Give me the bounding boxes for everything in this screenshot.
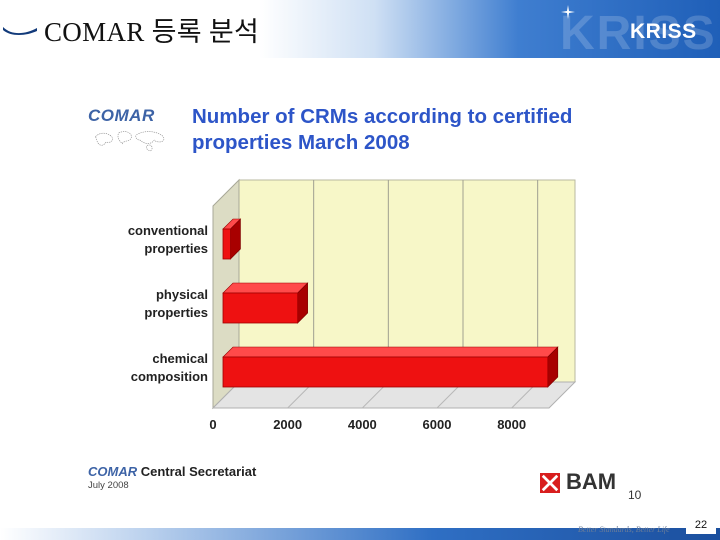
page-number: 22 xyxy=(686,516,716,534)
bar-top xyxy=(222,282,309,294)
comar-logo-text: COMAR xyxy=(88,106,155,125)
bar xyxy=(222,356,549,388)
bottom-bar xyxy=(0,528,720,540)
bar xyxy=(222,292,299,324)
category-label: chemical xyxy=(152,351,208,366)
footer-secretariat: COMAR Central Secretariat xyxy=(88,464,256,479)
tagline: Better Standards, Better Life xyxy=(578,525,670,534)
category-label: composition xyxy=(131,369,208,384)
x-tick-label: 4000 xyxy=(348,417,377,432)
footer-date: July 2008 xyxy=(88,480,129,491)
kriss-watermark: KRISS xyxy=(560,7,717,60)
bam-logo-icon xyxy=(540,473,560,493)
kriss-logo: KRISS xyxy=(630,20,697,43)
x-tick-label: 6000 xyxy=(423,417,452,432)
bar xyxy=(222,228,231,260)
x-tick-label: 8000 xyxy=(497,417,526,432)
category-label: physical xyxy=(156,287,208,302)
x-tick-label: 0 xyxy=(209,417,216,432)
category-label: properties xyxy=(144,241,208,256)
category-label: conventional xyxy=(128,223,208,238)
x-tick-label: 2000 xyxy=(273,417,302,432)
world-map-icon xyxy=(95,131,165,152)
chart-title: Number of CRMs according to certified pr… xyxy=(192,105,573,154)
category-label: properties xyxy=(144,305,208,320)
swoosh-icon xyxy=(3,27,37,35)
chart-slide: COMAR Number of CRMs according to certif… xyxy=(82,96,642,506)
comar-logo: COMAR xyxy=(88,106,178,156)
bar-chart: conventional properties physical properties… xyxy=(128,178,577,432)
page-title: COMAR 등록 분석 xyxy=(44,17,260,47)
footer-brand: COMAR xyxy=(88,464,138,479)
bam-logo: BAM xyxy=(566,469,617,494)
footer-text: Central Secretariat xyxy=(140,464,257,479)
inner-page-number: 10 xyxy=(628,488,642,502)
bar-top xyxy=(222,346,559,358)
header-band: COMAR 등록 분석 KRISS KRISS xyxy=(0,0,720,60)
sparkle-icon xyxy=(561,5,575,19)
